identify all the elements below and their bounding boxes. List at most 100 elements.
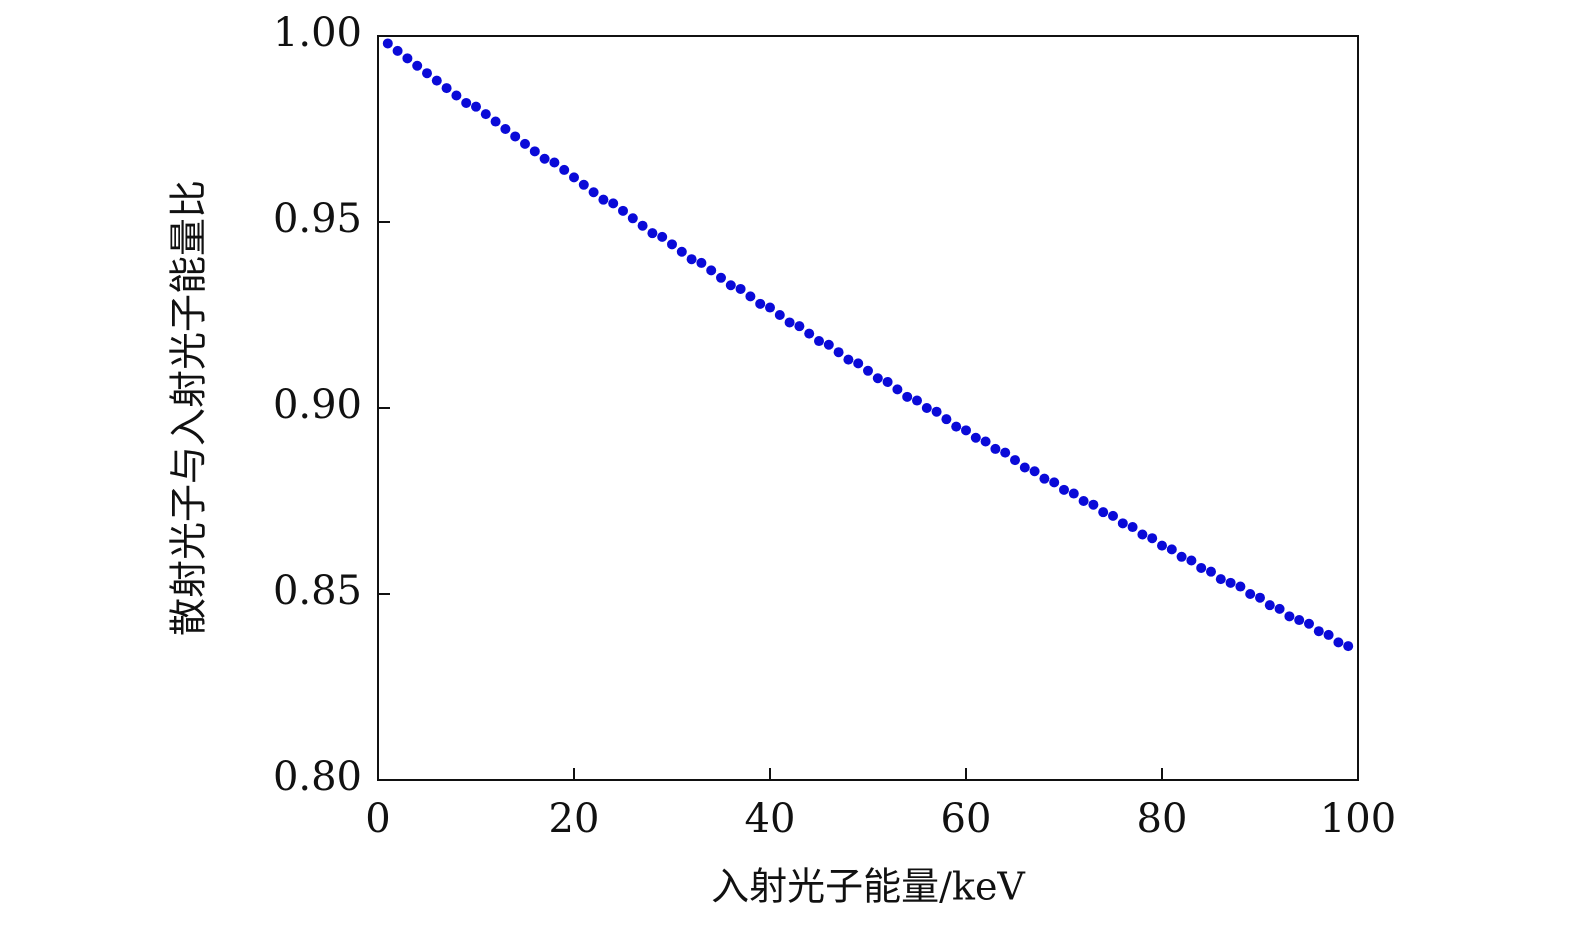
y-tick-label: 0.80 [273, 754, 362, 800]
point [833, 347, 844, 358]
point [725, 280, 736, 291]
x-tick-label: 40 [745, 796, 796, 842]
point [1029, 466, 1040, 477]
point [980, 436, 991, 447]
point [882, 376, 893, 387]
point [1255, 592, 1265, 603]
point [961, 425, 971, 436]
point [667, 239, 677, 250]
point [657, 231, 668, 242]
point [578, 179, 589, 190]
point [863, 365, 873, 376]
point [1049, 477, 1060, 488]
point [902, 391, 913, 402]
y-tick-label: 0.95 [273, 196, 362, 242]
point [441, 83, 452, 94]
point [814, 336, 824, 347]
point [1186, 555, 1197, 566]
point [853, 358, 864, 369]
point [1166, 544, 1177, 555]
point [1059, 484, 1069, 495]
point [941, 414, 952, 425]
y-tick-label: 0.85 [273, 568, 362, 614]
point [951, 421, 962, 432]
point [784, 317, 795, 328]
point [412, 60, 423, 71]
point [676, 246, 687, 257]
point [598, 194, 609, 205]
x-tick-label: 0 [365, 796, 390, 842]
point [1147, 533, 1158, 544]
point [1068, 488, 1079, 499]
point [1274, 603, 1285, 614]
point [510, 131, 521, 142]
point [1323, 629, 1334, 640]
point [823, 339, 834, 350]
point [647, 228, 658, 239]
point [696, 257, 707, 268]
point [804, 328, 815, 339]
x-tick-label: 80 [1137, 796, 1188, 842]
point [1098, 507, 1109, 518]
y-tick-label: 1.00 [273, 10, 362, 56]
point [402, 53, 413, 64]
point [921, 403, 932, 413]
point [1088, 499, 1099, 510]
point [1019, 462, 1030, 473]
point [931, 406, 942, 417]
point [382, 38, 393, 49]
point [431, 75, 442, 86]
point [451, 90, 462, 101]
point [970, 432, 981, 443]
point [608, 198, 619, 209]
y-tick-label: 0.90 [273, 382, 362, 428]
point [529, 146, 540, 157]
point [618, 205, 628, 216]
point [471, 101, 481, 112]
point [588, 187, 599, 198]
point [735, 283, 746, 294]
point [1264, 600, 1275, 611]
point [1343, 641, 1354, 652]
x-tick-label: 60 [941, 796, 992, 842]
y-axis-title: 散射光子与入射光子能量比 [167, 180, 211, 636]
point [1010, 455, 1020, 466]
point [1157, 540, 1167, 551]
point [1225, 577, 1236, 588]
point [637, 220, 648, 231]
point [461, 97, 472, 108]
point [1000, 447, 1011, 458]
point [843, 354, 854, 365]
point [1176, 551, 1187, 562]
point [1078, 496, 1089, 506]
x-axis-title: 入射光子能量/keV [711, 865, 1025, 909]
point [627, 213, 638, 224]
point [569, 172, 579, 183]
point [539, 153, 550, 164]
point [706, 265, 717, 276]
point [872, 373, 883, 384]
point [1196, 562, 1207, 573]
point [1108, 510, 1118, 521]
point [480, 109, 491, 120]
point [520, 138, 530, 149]
point [755, 298, 766, 309]
point [686, 254, 697, 265]
point [716, 272, 726, 283]
point [1333, 637, 1344, 648]
x-tick-label: 20 [549, 796, 600, 842]
point [1127, 522, 1138, 533]
point [912, 395, 922, 406]
point [745, 291, 756, 302]
point [500, 124, 511, 134]
point [892, 384, 903, 395]
point [1245, 589, 1256, 599]
point [1235, 581, 1246, 592]
point [1313, 626, 1324, 637]
point [774, 310, 785, 320]
point [490, 116, 501, 127]
point [1304, 618, 1314, 629]
point [1294, 615, 1305, 626]
point [1039, 473, 1050, 484]
